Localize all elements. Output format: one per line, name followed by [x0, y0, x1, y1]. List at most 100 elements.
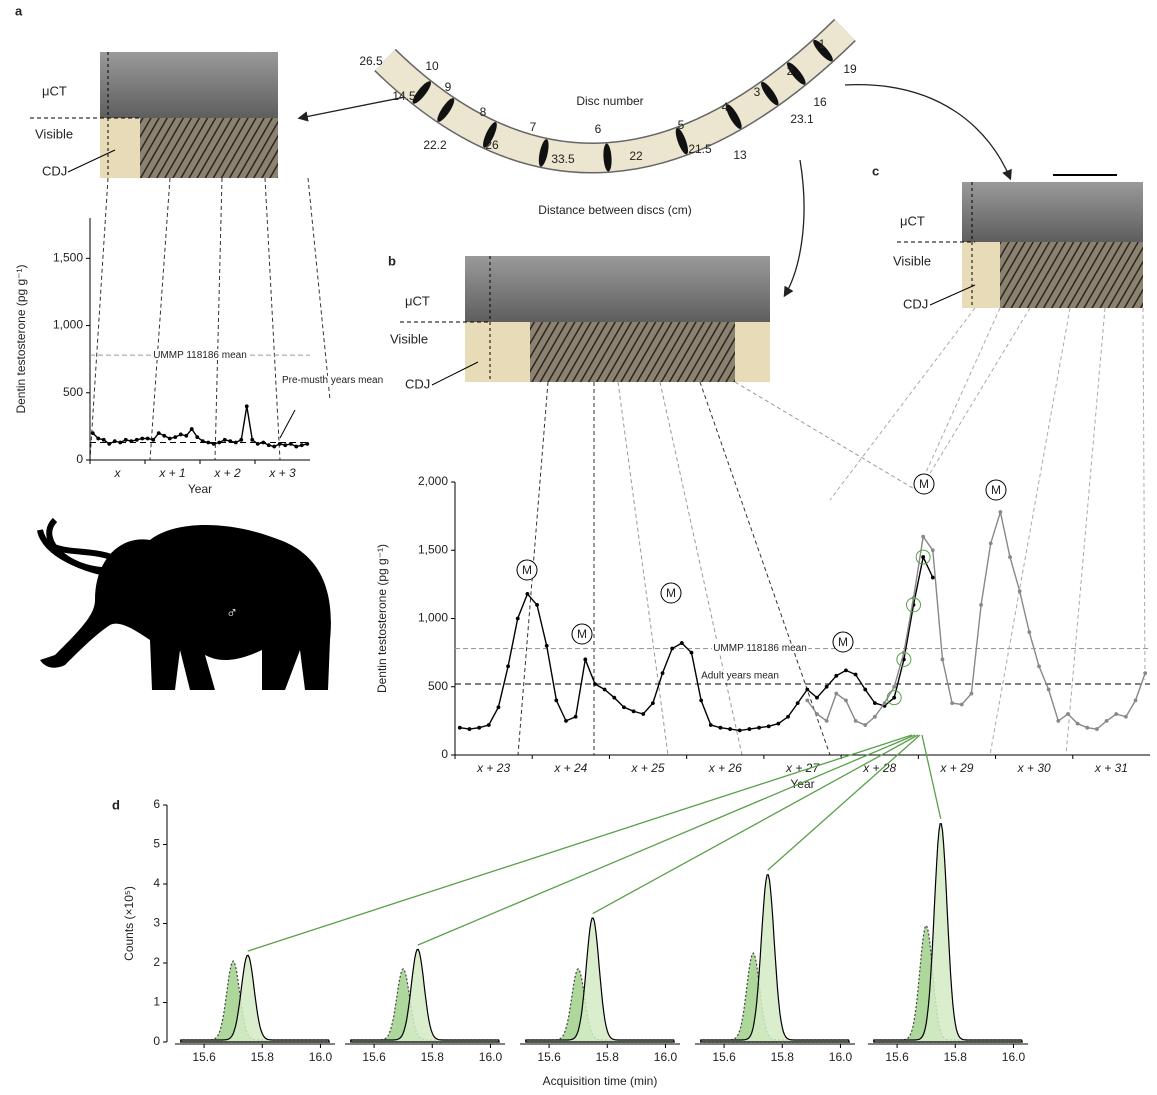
data-point [168, 437, 172, 441]
data-point [612, 696, 616, 700]
x-tick-label: 16.0 [309, 1050, 333, 1064]
tusk-title: Disc number [576, 94, 643, 108]
data-point [256, 442, 260, 446]
data-point [632, 709, 636, 713]
data-point [497, 705, 501, 709]
data-point [834, 692, 838, 696]
data-point [950, 701, 954, 705]
y-tick-label: 6 [153, 797, 160, 811]
x-tick-label: 15.6 [192, 1050, 216, 1064]
disc-number: 1 [819, 37, 826, 51]
section-label: CDJ [405, 376, 430, 391]
data-point [1056, 719, 1060, 723]
peak [181, 956, 329, 1043]
musth-label: M [991, 483, 1001, 497]
y-tick-label: 500 [428, 679, 448, 693]
data-point [223, 438, 227, 442]
data-point [661, 671, 665, 675]
reference-label: Adult years mean [701, 671, 779, 682]
peak [351, 950, 499, 1043]
x-tick-label: 16.0 [1002, 1050, 1026, 1064]
musth-label: M [838, 635, 848, 649]
connector [308, 178, 330, 400]
data-point [892, 685, 896, 689]
x-tick-label: x + 31 [1094, 761, 1128, 775]
y-tick-label: 2 [153, 955, 160, 969]
x-tick-label: 15.6 [537, 1050, 561, 1064]
data-point [776, 722, 780, 726]
disc-number: 7 [530, 120, 537, 134]
data-point [135, 438, 139, 442]
data-point [998, 510, 1002, 514]
data-point [873, 701, 877, 705]
image-c [897, 175, 1143, 308]
x-tick-label: x + 24 [553, 761, 587, 775]
data-point [815, 696, 819, 700]
data-point [1124, 715, 1128, 719]
x-tick-label: x + 3 [268, 466, 296, 480]
disc-number: 10 [425, 59, 439, 73]
panel-label: c [872, 163, 879, 178]
x-tick-label: x + 25 [631, 761, 665, 775]
connector [990, 308, 1070, 755]
disc-distance: 16 [813, 95, 827, 109]
disc-distance: 13 [733, 148, 747, 162]
data-point [201, 439, 205, 443]
disc-distance: 26 [485, 138, 499, 152]
data-point [738, 729, 742, 733]
disc-distance: 22.2 [423, 138, 447, 152]
x-tick-label: 16.0 [829, 1050, 853, 1064]
data-point [796, 701, 800, 705]
data-point [1066, 712, 1070, 716]
data-point [719, 726, 723, 730]
data-point [289, 442, 293, 446]
data-point [173, 435, 177, 439]
x-tick-label: 15.6 [362, 1050, 386, 1064]
data-point [206, 441, 210, 445]
mammoth-silhouette [40, 520, 331, 690]
connector [920, 308, 1030, 490]
data-point [699, 699, 703, 703]
connector [1066, 308, 1105, 755]
data-point [728, 727, 732, 731]
panel-label: d [112, 797, 120, 812]
x-tick-label: 15.8 [944, 1050, 968, 1064]
data-point [96, 437, 100, 441]
data-point [622, 705, 626, 709]
data-point [805, 688, 809, 692]
section-label: CDJ [42, 163, 67, 178]
data-point [535, 603, 539, 607]
data-point [1085, 726, 1089, 730]
data-point [873, 715, 877, 719]
data-point [603, 688, 607, 692]
connector [735, 382, 916, 490]
disc-distance: 22 [629, 149, 643, 163]
disc-number: 3 [754, 85, 761, 99]
disc-distance: 14.5 [392, 89, 416, 103]
data-point [815, 712, 819, 716]
connector [830, 308, 975, 500]
disc-number: 8 [480, 105, 487, 119]
data-point [979, 603, 983, 607]
connector [918, 308, 1000, 490]
connector [618, 382, 668, 755]
data-point [854, 673, 858, 677]
y-tick-label: 0 [441, 747, 448, 761]
series-line [807, 512, 1145, 729]
data-point [1134, 699, 1138, 703]
x-tick-label: 15.8 [251, 1050, 275, 1064]
y-tick-label: 5 [153, 837, 160, 851]
connector [90, 178, 108, 460]
data-point [278, 442, 282, 446]
data-point [305, 442, 309, 446]
data-point [564, 719, 568, 723]
musth-label: M [919, 477, 929, 491]
x-tick-label: 15.8 [771, 1050, 795, 1064]
data-point [593, 682, 597, 686]
figure: ♂ Disc number Distance between discs (cm… [0, 0, 1157, 1095]
data-point [162, 434, 166, 438]
section-label: μCT [900, 213, 925, 228]
data-point [1047, 688, 1051, 692]
data-point [941, 658, 945, 662]
data-point [91, 431, 95, 435]
